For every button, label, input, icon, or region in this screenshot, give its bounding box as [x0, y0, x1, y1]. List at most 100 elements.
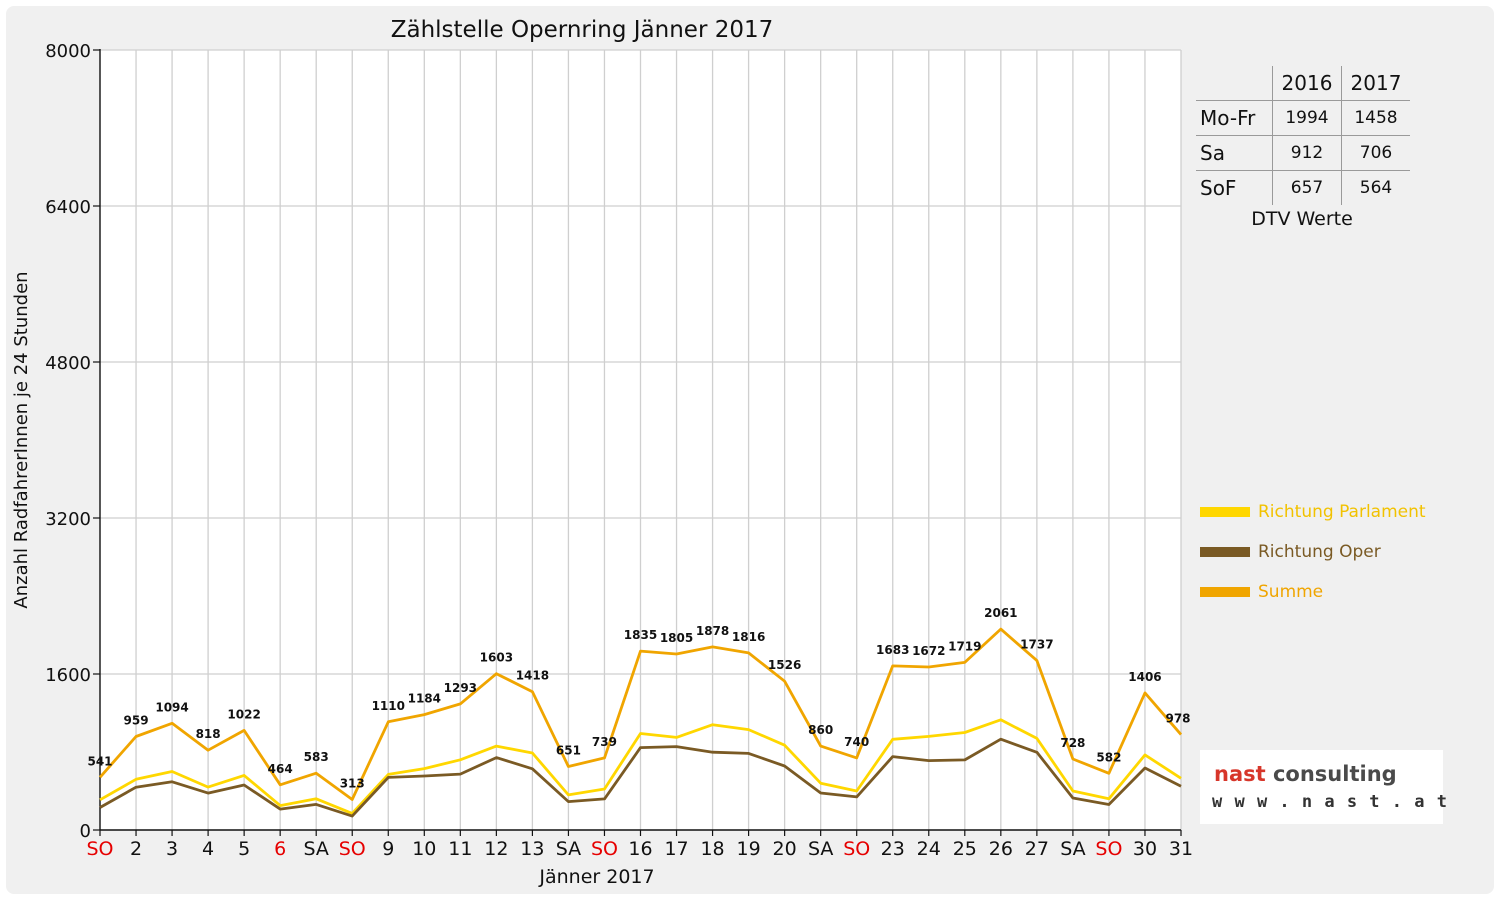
data-label: 959	[124, 713, 149, 727]
x-tick-label: 18	[700, 838, 724, 860]
data-label: 651	[556, 744, 581, 758]
series-lines	[98, 627, 1183, 818]
y-tick-label: 1600	[45, 665, 91, 686]
company-logo: nast consulting w w w . n a s t . a t	[1200, 750, 1447, 824]
legend-swatch	[1200, 547, 1250, 557]
x-tick-label: SA	[556, 838, 581, 860]
data-label: 1406	[1128, 670, 1161, 684]
x-tick-label: 9	[382, 838, 394, 860]
data-label: 2061	[984, 606, 1017, 620]
data-label: 1878	[696, 624, 729, 638]
x-tick-label: 23	[881, 838, 905, 860]
legend-item-summe: Summe	[1200, 572, 1426, 612]
axes	[93, 49, 1182, 836]
x-tick-label: 17	[664, 838, 688, 860]
x-tick-label: SA	[303, 838, 328, 860]
y-tick-label: 0	[80, 821, 91, 842]
x-tick-label: SA	[808, 838, 833, 860]
x-axis-label: Jänner 2017	[538, 866, 654, 888]
data-label: 583	[304, 750, 329, 764]
dtv-row-label: Sa	[1196, 135, 1273, 171]
data-label: 1110	[372, 699, 405, 713]
x-tick-label: 31	[1169, 838, 1193, 860]
data-label: 582	[1096, 750, 1121, 764]
logo-name: nast consulting	[1214, 762, 1397, 786]
series-line-richtung-oper	[99, 737, 1182, 818]
x-tick-label: SO	[591, 838, 618, 860]
x-tick-label: SO	[86, 838, 113, 860]
logo-url: w w w . n a s t . a t	[1212, 792, 1448, 812]
x-tick-label: SO	[339, 838, 366, 860]
x-tick-label: 19	[737, 838, 761, 860]
data-label: 541	[87, 754, 112, 768]
x-tick-label: 30	[1133, 838, 1157, 860]
y-axis-label: Anzahl RadfahrerInnen je 24 Stunden	[11, 271, 32, 608]
dtv-row-sa: Sa 912 706	[1196, 135, 1410, 171]
legend-label: Summe	[1258, 582, 1324, 602]
x-tick-label: 20	[773, 838, 797, 860]
data-label: 313	[340, 776, 365, 790]
dtv-row-mofr: Mo-Fr 1994 1458	[1196, 100, 1410, 136]
x-tick-label: SO	[843, 838, 870, 860]
legend-item-parlament: Richtung Parlament	[1200, 492, 1426, 532]
data-label: 1418	[516, 669, 549, 683]
x-tick-label: 2	[130, 838, 142, 860]
x-tick-label: 5	[238, 838, 250, 860]
dtv-value: 1994	[1272, 100, 1342, 136]
data-label: 1022	[227, 707, 260, 721]
data-label: 739	[592, 735, 617, 749]
data-label: 1672	[912, 644, 945, 658]
y-tick-label: 3200	[45, 509, 91, 530]
chart-title: Zählstelle Opernring Jänner 2017	[391, 17, 774, 43]
data-label: 1293	[444, 681, 477, 695]
x-tick-label: 10	[412, 838, 436, 860]
legend-label: Richtung Oper	[1258, 542, 1381, 562]
data-label: 978	[1165, 712, 1190, 726]
data-label: 740	[844, 735, 869, 749]
series-line-richtung-parlament	[99, 718, 1182, 815]
x-tick-label: 3	[166, 838, 178, 860]
x-tick-label: SA	[1060, 838, 1085, 860]
x-tick-label: 12	[484, 838, 508, 860]
data-label: 1094	[155, 700, 188, 714]
data-label: 818	[196, 727, 221, 741]
x-tick-label: 26	[989, 838, 1013, 860]
dtv-header-2016: 2016	[1272, 66, 1342, 101]
data-label: 860	[808, 723, 833, 737]
dtv-value: 912	[1272, 135, 1342, 171]
legend-swatch	[1200, 507, 1250, 517]
data-label: 1719	[948, 639, 981, 653]
data-label: 1526	[768, 658, 801, 672]
y-tick-label: 6400	[45, 197, 91, 218]
grid-lines	[100, 49, 1182, 830]
data-label: 1683	[876, 643, 909, 657]
dtv-row-label: SoF	[1200, 176, 1237, 200]
data-label: 1603	[480, 651, 513, 665]
y-tick-label: 4800	[45, 353, 91, 374]
x-tick-label: 11	[448, 838, 472, 860]
dtv-header-row: 2016 2017	[1196, 66, 1410, 101]
legend-label: Richtung Parlament	[1258, 502, 1426, 522]
dtv-row-label: Mo-Fr	[1196, 100, 1273, 136]
x-tick-label: 6	[274, 838, 286, 860]
legend-item-oper: Richtung Oper	[1200, 532, 1426, 572]
series-line-summe	[98, 627, 1183, 801]
x-tick-label: 13	[520, 838, 544, 860]
dtv-row-sof: SoF 657 564	[1196, 170, 1410, 205]
dtv-value: 706	[1341, 135, 1410, 171]
x-tick-label: 27	[1025, 838, 1049, 860]
data-label: 1737	[1020, 638, 1053, 652]
data-label: 1835	[624, 628, 657, 642]
dtv-caption: DTV Werte	[1251, 208, 1353, 230]
x-tick-label: 16	[628, 838, 652, 860]
x-tick-label: 4	[202, 838, 214, 860]
dtv-header-2017: 2017	[1341, 66, 1410, 101]
data-label: 728	[1060, 736, 1085, 750]
logo-name-part2: consulting	[1265, 762, 1397, 786]
data-label: 464	[268, 762, 293, 776]
logo-name-part1: nast	[1214, 762, 1266, 786]
x-tick-label: 24	[917, 838, 941, 860]
data-label: 1184	[408, 692, 441, 706]
